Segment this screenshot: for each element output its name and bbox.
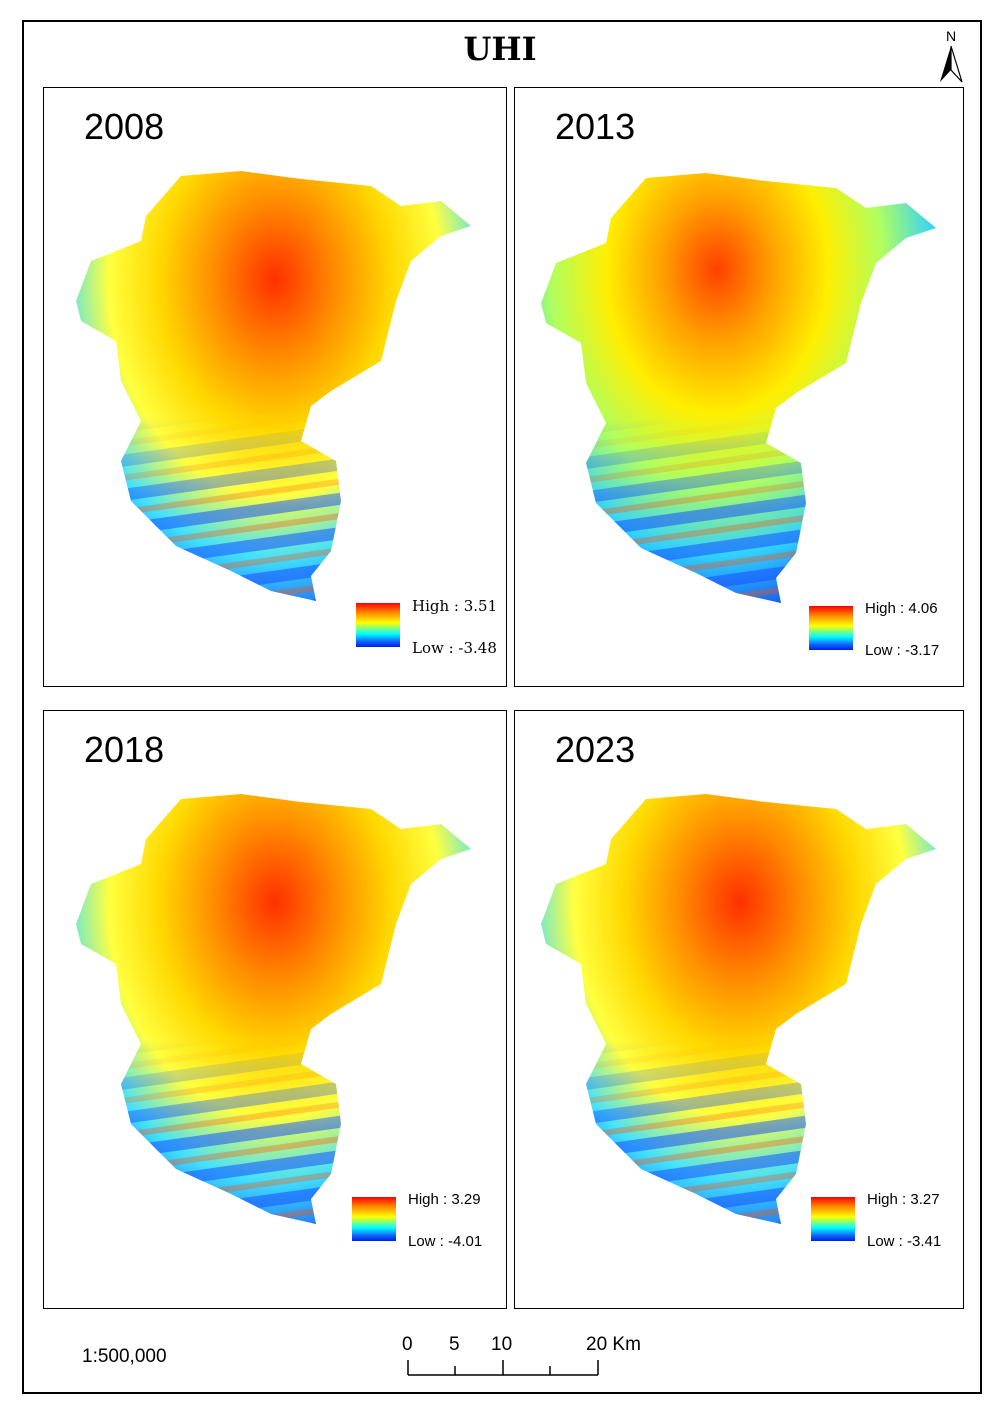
year-label: 2023 [555,729,636,770]
scale-label-10: 10 [491,1334,513,1355]
north-arrow-icon: N [940,28,963,83]
color-ramp [356,603,400,647]
uhi-raster-2023 [541,794,936,1224]
panel-2013: 2013 High : 4.06 Low : -3.17 [514,87,964,687]
panel-2008: 2008 High : 3.51 Low : -3.48 [43,87,507,687]
legend-low: Low : -3.48 [412,639,497,657]
scale-label-0: 0 [402,1334,413,1355]
year-label: 2008 [84,106,165,147]
legend-high: High : 4.06 [865,600,938,617]
uhi-raster-2013 [541,173,936,603]
uhi-raster-2008 [76,171,471,601]
panel-2018: 2018 High : 3.29 Low : -4.01 [43,710,507,1309]
color-ramp [811,1197,855,1241]
panel-2023: 2023 High : 3.27 Low : -3.41 [514,710,964,1309]
color-ramp [809,606,853,650]
color-ramp [352,1197,396,1241]
north-label: N [946,28,956,44]
legend-high: High : 3.27 [867,1191,940,1208]
year-label: 2013 [555,106,636,147]
scale-label-20: 20 Km [586,1334,641,1355]
map-title: UHI [463,30,537,68]
legend-low: Low : -3.41 [867,1233,942,1250]
legend-low: Low : -3.17 [865,642,940,659]
uhi-raster-2018 [76,794,471,1224]
legend-high: High : 3.29 [408,1191,481,1208]
scale-ratio: 1:500,000 [82,1346,167,1367]
legend-low: Low : -4.01 [408,1233,483,1250]
legend-high: High : 3.51 [412,597,498,615]
map-frame [22,20,982,1394]
year-label: 2018 [84,729,165,770]
scale-label-5: 5 [449,1334,460,1355]
scale-bar [407,1360,599,1376]
